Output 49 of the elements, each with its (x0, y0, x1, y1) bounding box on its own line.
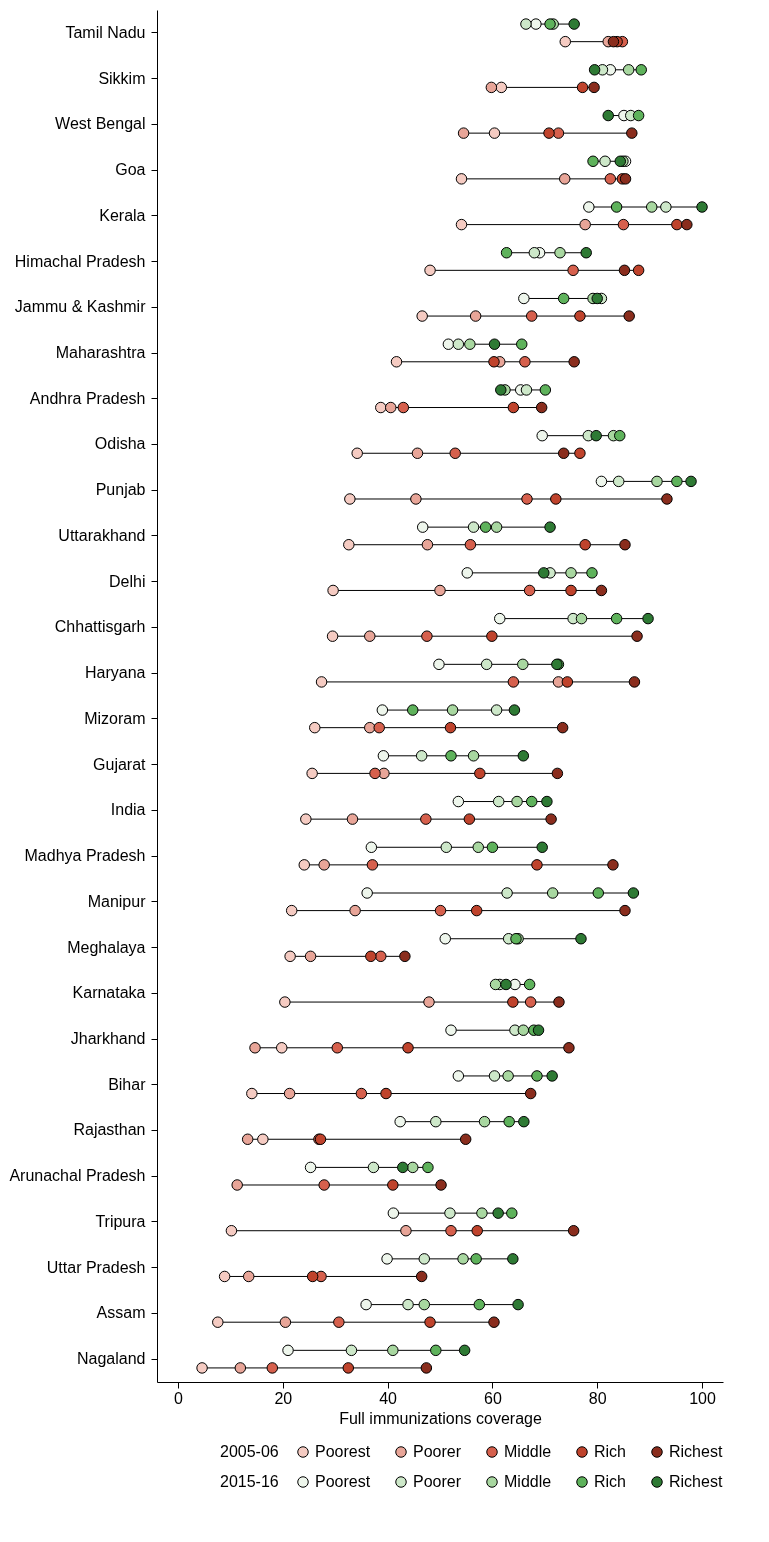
y-tick-label: Maharashtra (55, 344, 146, 361)
y-tick-label: Kerala (99, 206, 146, 224)
y-tick-label: Mizoram (84, 709, 146, 727)
legend-label: Rich (594, 1473, 627, 1490)
y-tick-label: Gujarat (93, 755, 147, 773)
y-tick-label: West Bengal (55, 115, 146, 133)
y-tick-label: Uttar Pradesh (46, 1258, 146, 1276)
y-tick-label: Himachal Pradesh (14, 252, 146, 270)
y-tick-label: Assam (96, 1304, 146, 1322)
y-tick-label: Nagaland (77, 1350, 146, 1368)
y-tick-label: Odisha (94, 435, 146, 453)
x-tick-label: 80 (588, 1389, 607, 1407)
y-tick-label: Tripura (95, 1212, 146, 1230)
legend-label: Richest (669, 1473, 723, 1490)
x-tick-label: 100 (689, 1389, 716, 1407)
legend-label: Poorest (315, 1473, 371, 1490)
y-tick-label: Uttarakhand (58, 526, 146, 544)
y-tick-label: Andhra Pradesh (29, 389, 146, 407)
text: 2015-16 (220, 1473, 279, 1490)
legend-label: Middle (504, 1443, 552, 1460)
y-tick-label: Bihar (108, 1075, 147, 1093)
y-tick-label: Jammu & Kashmir (14, 298, 147, 316)
y-tick-label: Punjab (95, 481, 146, 499)
y-tick-label: India (110, 801, 146, 819)
y-tick-label: Karnataka (72, 984, 146, 1002)
x-tick-label: 60 (484, 1389, 502, 1407)
y-tick-label: Chhattisgarh (54, 618, 146, 636)
x-tick-label: 0 (174, 1389, 184, 1407)
legend-label: Poorest (315, 1443, 371, 1460)
legend-label: Poorer (413, 1473, 462, 1490)
y-tick-label: Madhya Pradesh (24, 847, 146, 865)
y-tick-label: Haryana (85, 664, 146, 682)
text: 2005-06 (220, 1443, 279, 1460)
x-tick-label: 20 (274, 1389, 293, 1407)
y-tick-label: Arunachal Pradesh (9, 1167, 146, 1185)
y-tick-label: Jharkhand (70, 1030, 146, 1047)
y-tick-label: Tamil Nadu (65, 23, 146, 41)
y-tick-label: Rajasthan (73, 1121, 146, 1139)
legend-label: Poorer (413, 1443, 462, 1460)
legend-label: Middle (504, 1473, 552, 1490)
y-tick-label: Sikkim (98, 69, 146, 87)
y-tick-label: Goa (115, 161, 146, 179)
legend-label: Richest (669, 1443, 723, 1460)
y-tick-label: Meghalaya (67, 938, 146, 956)
x-tick-label: 40 (379, 1389, 398, 1407)
y-tick-label: Manipur (87, 892, 147, 910)
y-tick-label: Delhi (109, 572, 146, 590)
legend-label: Rich (594, 1443, 627, 1460)
x-axis-title: Full immunizations coverage (339, 1409, 542, 1427)
